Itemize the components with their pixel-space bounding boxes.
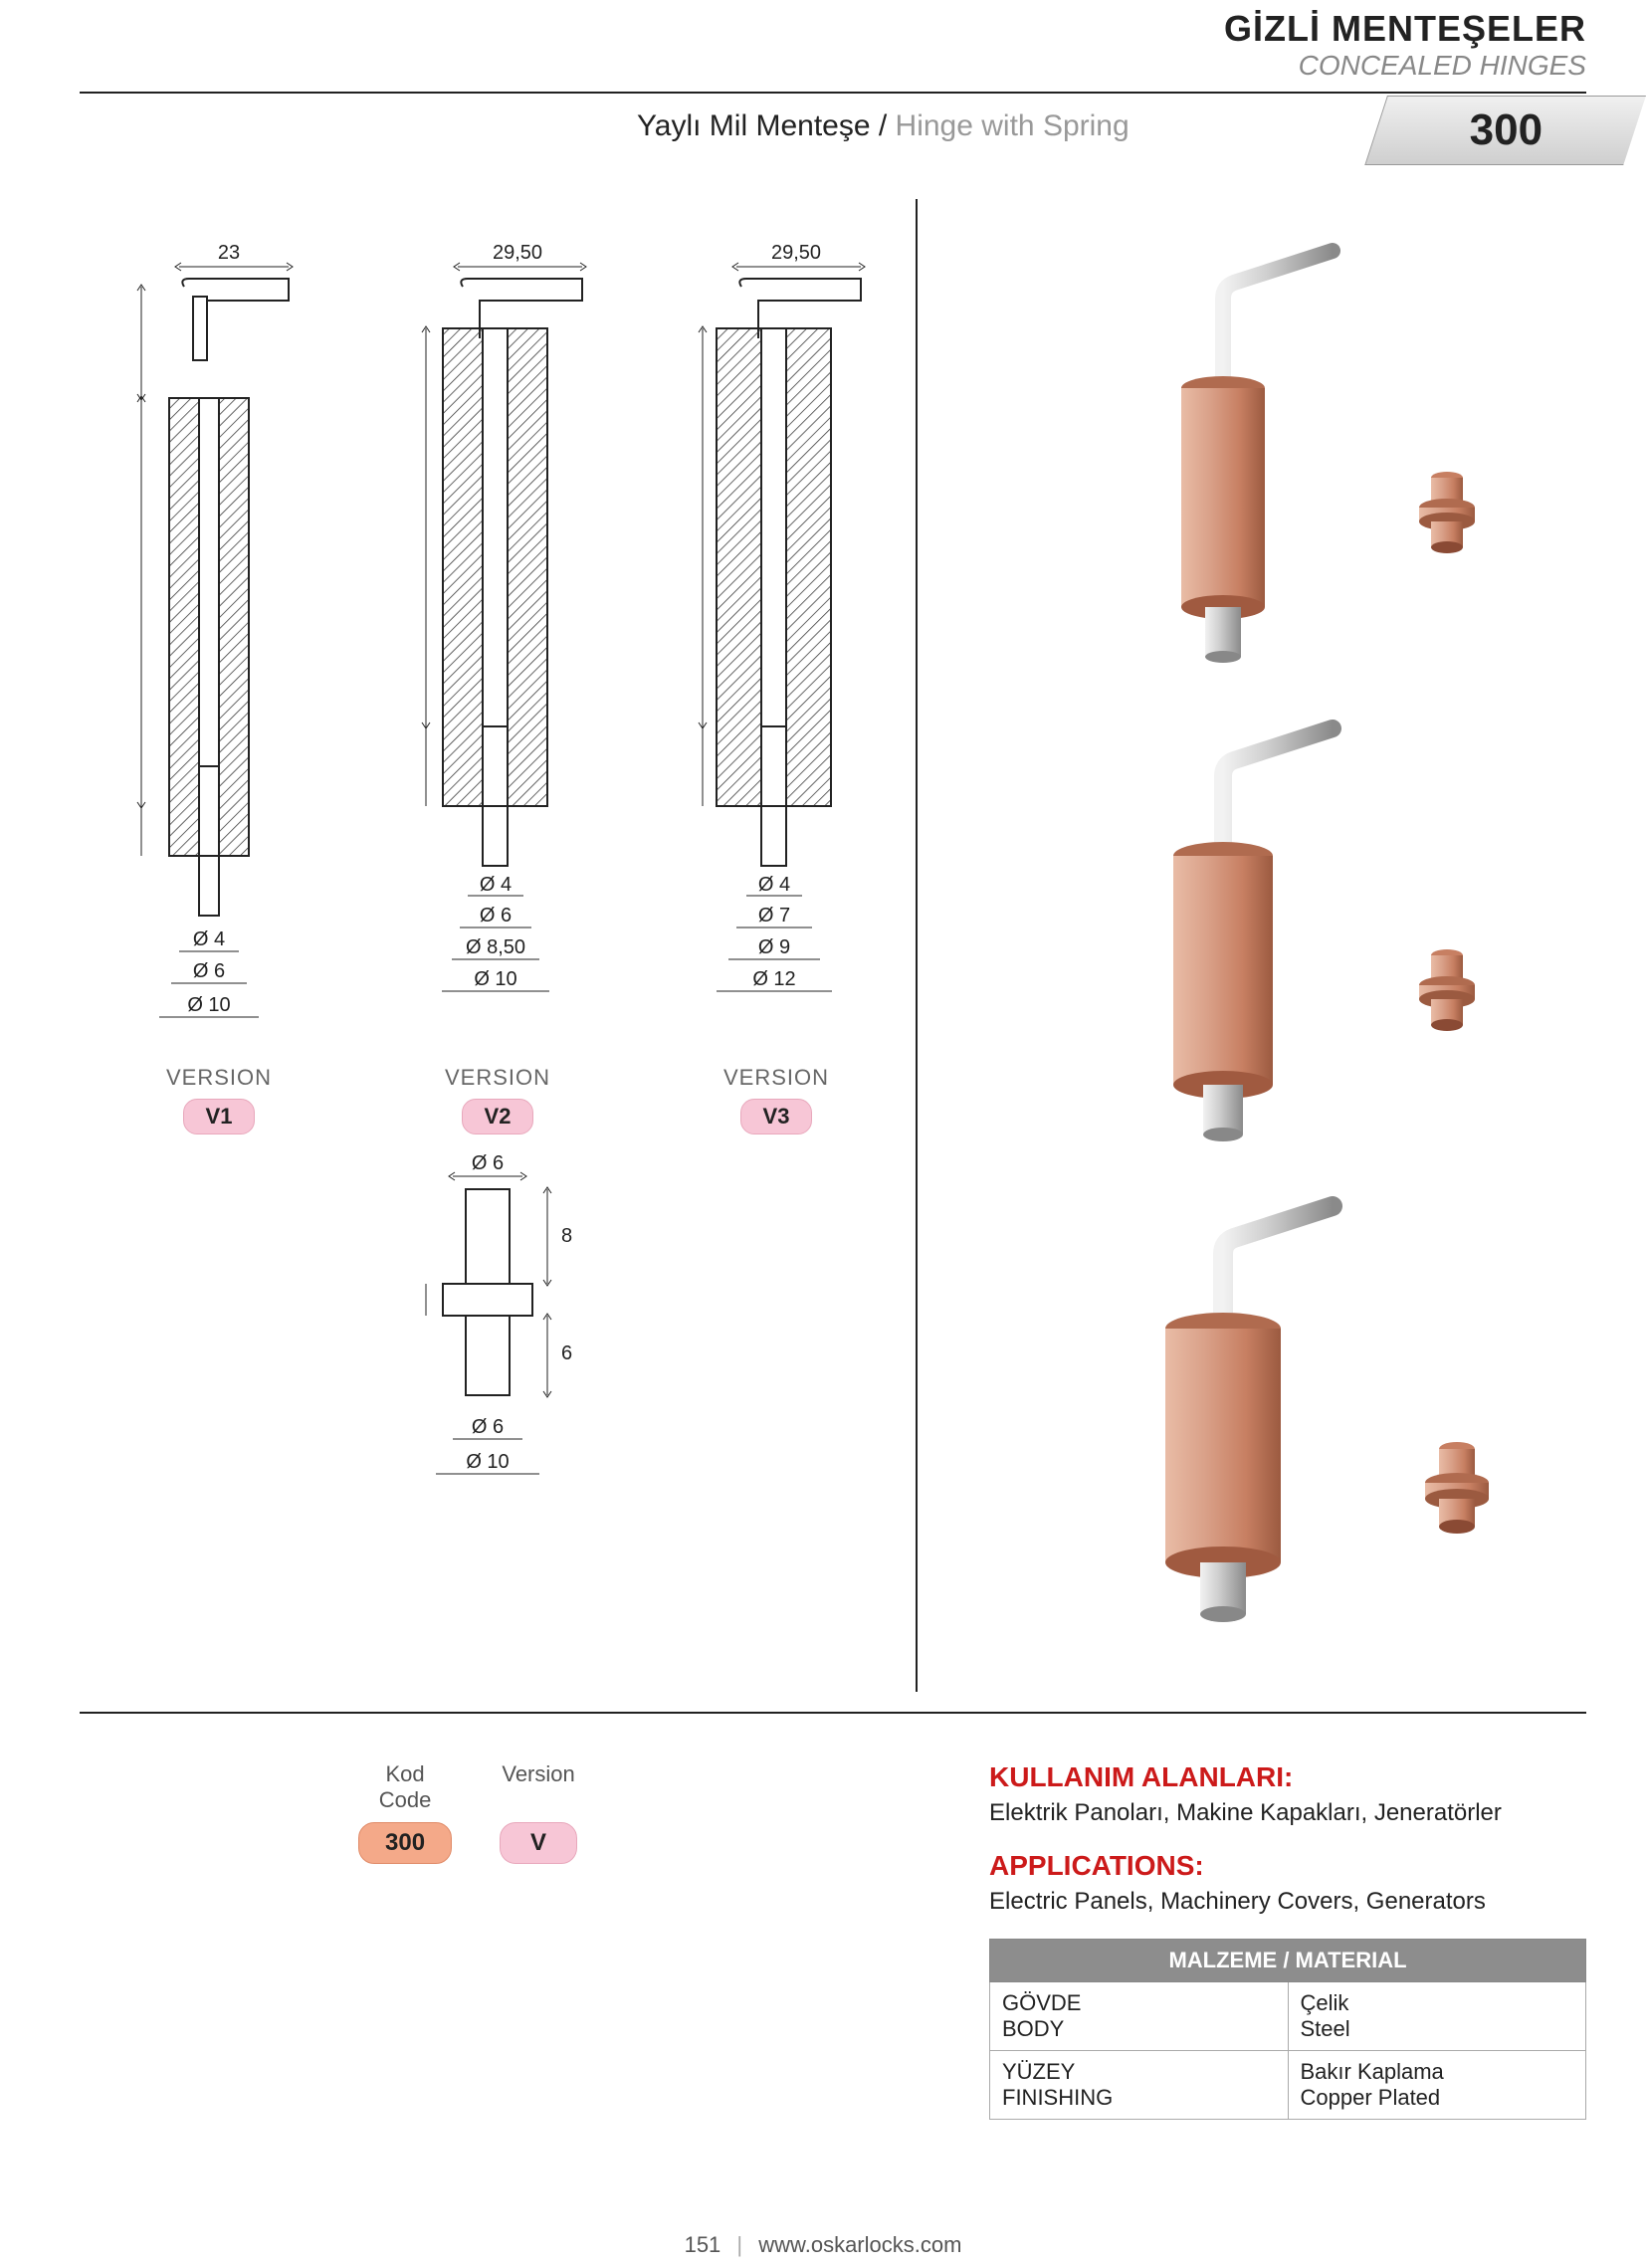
svg-text:29,50: 29,50 [493, 242, 542, 264]
svg-text:Ø 4: Ø 4 [480, 874, 512, 896]
technical-drawings: 23 18 38,20 9 Ø 4 Ø 6 Ø 10 VE [80, 229, 896, 1045]
svg-text:Ø 10: Ø 10 [474, 968, 516, 990]
svg-text:Ø 6: Ø 6 [480, 905, 512, 927]
kod-label-tr: Kod [358, 1761, 452, 1787]
subheader-en: Hinge with Spring [896, 109, 1130, 142]
footer: 151 | www.oskarlocks.com [0, 2232, 1646, 2258]
drawing-v2: 29,50 41,50 11 Ø 4 Ø 6 Ø 8,50 Ø 10 VERSI… [368, 229, 627, 1045]
svg-text:Ø 10: Ø 10 [466, 1451, 509, 1473]
svg-text:6: 6 [561, 1342, 572, 1364]
usage-text-tr: Elektrik Panoları, Makine Kapakları, Jen… [989, 1797, 1586, 1828]
version-label: VERSION [647, 1065, 906, 1091]
kod-badge: 300 [358, 1822, 452, 1864]
kod-label-en: Code [358, 1787, 452, 1813]
svg-text:Ø 6: Ø 6 [472, 1416, 504, 1438]
product-code-tab: 300 [1364, 96, 1646, 165]
svg-text:Ø 8,50: Ø 8,50 [466, 936, 525, 958]
version-label: VERSION [90, 1065, 348, 1091]
svg-text:Ø 4: Ø 4 [193, 928, 225, 950]
usage-text-en: Electric Panels, Machinery Covers, Gener… [989, 1886, 1586, 1917]
ver-label: Version [500, 1761, 577, 1787]
version-badge-v2: V2 [462, 1099, 534, 1134]
drawing-v1: 23 18 38,20 9 Ø 4 Ø 6 Ø 10 VE [90, 229, 348, 1045]
svg-text:8: 8 [561, 1225, 572, 1247]
usage-title-tr: KULLANIM ALANLARI: [989, 1761, 1586, 1793]
svg-text:Ø 9: Ø 9 [758, 936, 790, 958]
vertical-divider [916, 199, 918, 1692]
svg-text:Ø 12: Ø 12 [752, 968, 795, 990]
bottom-rule [80, 1712, 1586, 1714]
usage-title-en: APPLICATIONS: [989, 1850, 1586, 1882]
info-panel: KULLANIM ALANLARI: Elektrik Panoları, Ma… [989, 1761, 1586, 2120]
render-1 [1049, 229, 1586, 677]
code-row: Kod Code 300 Version V [358, 1761, 577, 1864]
header-title-tr: GİZLİ MENTEŞELER [890, 8, 1586, 50]
svg-text:Ø 6: Ø 6 [193, 960, 225, 982]
subheader: Yaylı Mil Menteşe / Hinge with Spring [637, 109, 1130, 143]
version-label: VERSION [368, 1065, 627, 1091]
product-renders [1049, 229, 1586, 1662]
detail-drawing: Ø 6 2,80 8 6 Ø 6 Ø 10 [348, 1144, 627, 1523]
page-number: 151 [685, 2232, 721, 2257]
svg-text:Ø 4: Ø 4 [758, 874, 790, 896]
svg-text:29,50: 29,50 [771, 242, 821, 264]
ver-badge: V [500, 1822, 577, 1864]
render-2 [1049, 707, 1586, 1154]
material-table: MALZEME / MATERIAL GÖVDE BODY Çelik Stee… [989, 1939, 1586, 2120]
svg-text:23: 23 [218, 242, 240, 264]
render-3 [1049, 1184, 1586, 1632]
mat-header: MALZEME / MATERIAL [990, 1940, 1586, 1982]
svg-text:Ø 6: Ø 6 [472, 1152, 504, 1174]
page-header: GİZLİ MENTEŞELER CONCEALED HINGES [890, 8, 1586, 82]
version-badge-v1: V1 [183, 1099, 256, 1134]
product-code: 300 [1469, 105, 1542, 155]
header-rule [80, 92, 1586, 94]
subheader-tr: Yaylı Mil Menteşe [637, 109, 871, 142]
footer-url: www.oskarlocks.com [758, 2232, 961, 2257]
header-title-en: CONCEALED HINGES [890, 50, 1586, 82]
version-badge-v3: V3 [740, 1099, 813, 1134]
svg-text:Ø 10: Ø 10 [187, 994, 230, 1016]
svg-text:Ø 7: Ø 7 [758, 905, 790, 927]
drawing-v3: 29,50 41,50 11 Ø 4 Ø 7 Ø 9 Ø 12 VERSION … [647, 229, 906, 1045]
